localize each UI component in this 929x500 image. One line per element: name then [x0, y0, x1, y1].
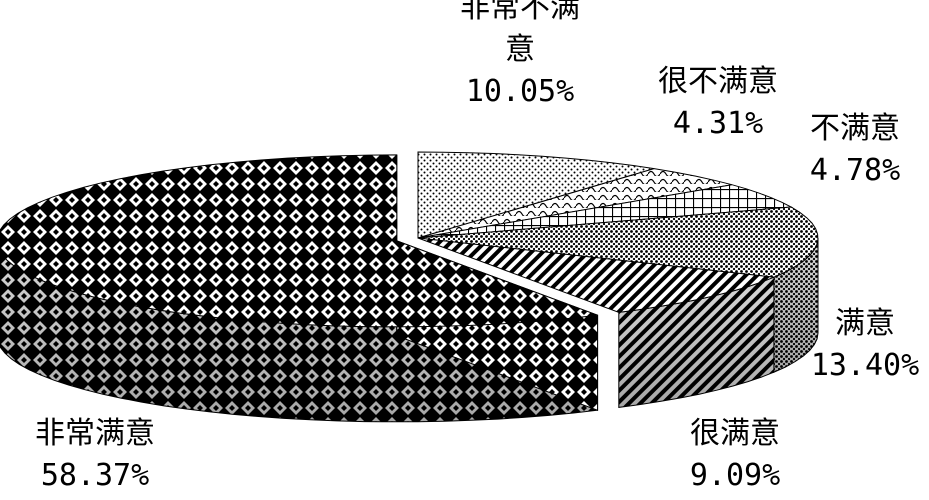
- slice-value-label-4: 9.09%: [690, 458, 780, 493]
- slice-label-3: 满意 13.40%: [811, 306, 919, 383]
- slice-value-label-5: 58.37%: [41, 458, 149, 493]
- slice-category-label-5-0: 非常满意: [35, 416, 155, 451]
- pie-slice-2: [417, 184, 794, 239]
- slice-category-label-4-0: 很满意: [690, 416, 780, 451]
- pie-slice-0: [417, 151, 655, 239]
- pie-slice-4: [417, 237, 775, 313]
- slice-label-2: 不满意 4.78%: [810, 111, 900, 188]
- pie-slice-side-shade-4: [618, 277, 774, 408]
- slice-value-label-0: 10.05%: [466, 74, 574, 109]
- slice-category-label-1-0: 很不满意: [658, 64, 778, 99]
- pie-slice-side-shade-3: [773, 238, 818, 373]
- slice-label-1: 很不满意 4.31%: [658, 64, 778, 141]
- pie-slice-side-shade-5: [0, 251, 598, 422]
- slice-category-label-2-0: 不满意: [810, 111, 900, 146]
- pie-tops: [0, 151, 819, 328]
- pie-slice-3: [417, 206, 819, 278]
- slice-value-label-3: 13.40%: [811, 348, 919, 383]
- slice-value-label-2: 4.78%: [810, 153, 900, 188]
- slice-value-label-1: 4.31%: [673, 106, 763, 141]
- slice-label-4: 很满意 9.09%: [690, 416, 780, 493]
- pie-slice-5: [0, 154, 598, 328]
- slice-category-label-3-0: 满意: [835, 306, 895, 341]
- slice-category-label-0-0: 非常不满: [460, 0, 580, 25]
- slice-label-5: 非常满意 58.37%: [35, 416, 155, 493]
- slice-category-label-0-1: 意: [505, 32, 535, 67]
